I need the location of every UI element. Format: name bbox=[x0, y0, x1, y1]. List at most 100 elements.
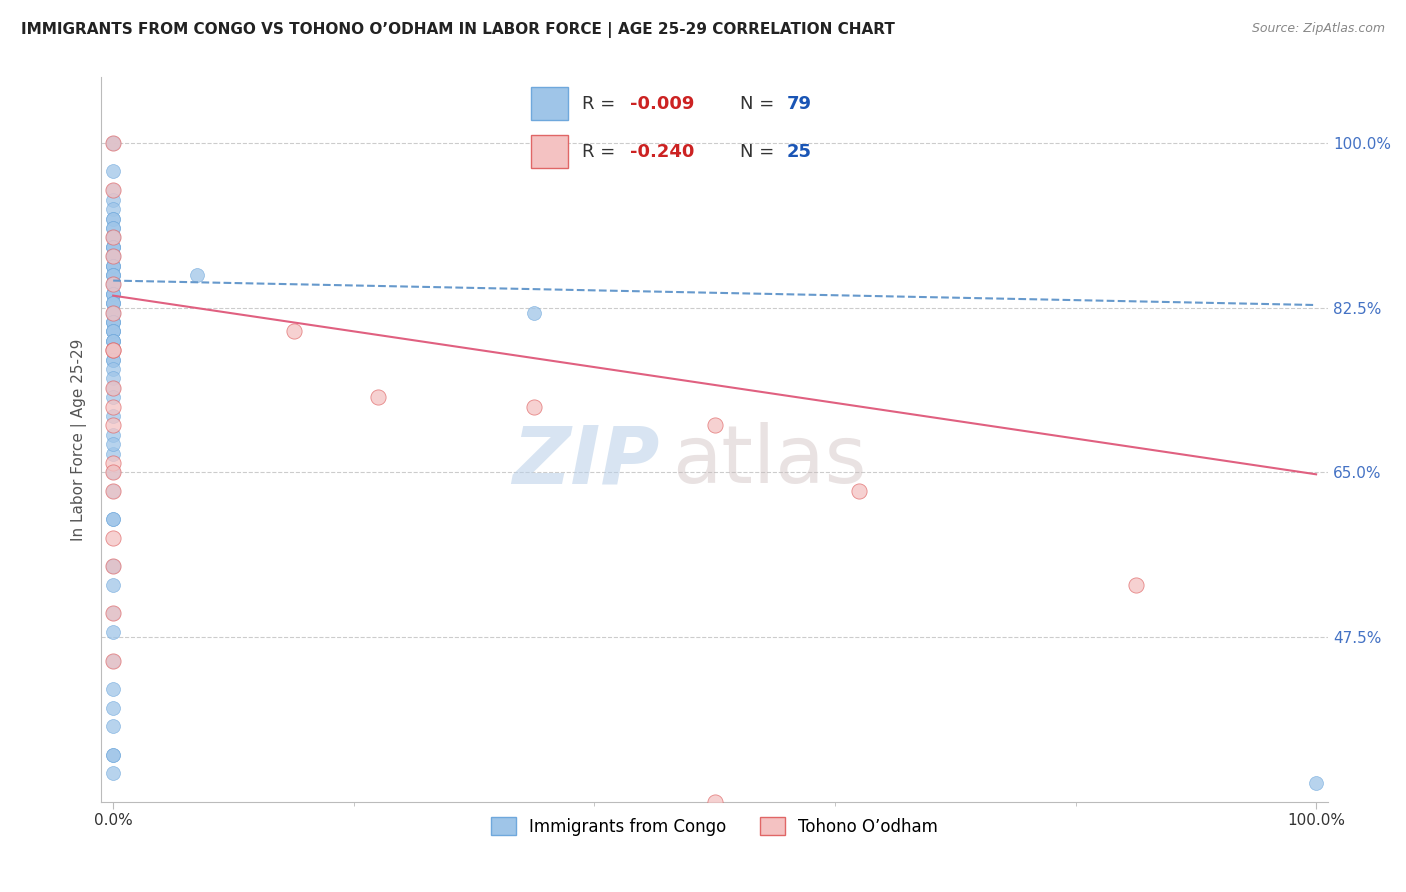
Point bbox=[101, 183, 124, 197]
Point bbox=[101, 466, 124, 480]
Point bbox=[101, 343, 124, 358]
Point bbox=[101, 249, 124, 263]
Point bbox=[101, 653, 124, 667]
Point bbox=[101, 136, 124, 151]
Point bbox=[101, 381, 124, 395]
Point bbox=[101, 286, 124, 301]
Point bbox=[523, 305, 546, 319]
Point bbox=[101, 390, 124, 404]
Point bbox=[1305, 776, 1327, 790]
Point bbox=[101, 607, 124, 621]
Point bbox=[101, 183, 124, 197]
Point bbox=[101, 164, 124, 178]
Point bbox=[101, 437, 124, 451]
Point bbox=[101, 343, 124, 358]
Point bbox=[101, 559, 124, 574]
Point bbox=[367, 390, 389, 404]
Point bbox=[101, 343, 124, 358]
Point bbox=[101, 240, 124, 254]
Text: ZIP: ZIP bbox=[512, 422, 659, 500]
Text: 79: 79 bbox=[787, 95, 813, 112]
Point bbox=[101, 381, 124, 395]
Text: Source: ZipAtlas.com: Source: ZipAtlas.com bbox=[1251, 22, 1385, 36]
Point bbox=[101, 334, 124, 348]
Point bbox=[101, 700, 124, 714]
Point bbox=[101, 230, 124, 244]
Point bbox=[703, 418, 725, 433]
Point bbox=[101, 230, 124, 244]
Y-axis label: In Labor Force | Age 25-29: In Labor Force | Age 25-29 bbox=[72, 338, 87, 541]
Point bbox=[101, 286, 124, 301]
Point bbox=[101, 240, 124, 254]
Point bbox=[101, 221, 124, 235]
Point bbox=[101, 653, 124, 667]
Point bbox=[101, 211, 124, 226]
Point bbox=[101, 324, 124, 338]
Point bbox=[101, 607, 124, 621]
Point bbox=[101, 305, 124, 319]
Bar bbox=[531, 87, 568, 120]
Point bbox=[101, 277, 124, 292]
Point bbox=[101, 447, 124, 461]
Point bbox=[101, 324, 124, 338]
Point bbox=[1125, 578, 1147, 592]
Point bbox=[101, 747, 124, 762]
Point bbox=[101, 136, 124, 151]
Text: R =: R = bbox=[582, 95, 621, 112]
Point bbox=[101, 418, 124, 433]
Point bbox=[101, 766, 124, 780]
Point bbox=[101, 277, 124, 292]
Point bbox=[101, 334, 124, 348]
Text: -0.240: -0.240 bbox=[630, 143, 695, 161]
Point bbox=[101, 484, 124, 499]
Point bbox=[101, 240, 124, 254]
Bar bbox=[531, 136, 568, 168]
Point bbox=[101, 268, 124, 282]
Point bbox=[101, 559, 124, 574]
Point bbox=[101, 211, 124, 226]
Point bbox=[186, 268, 208, 282]
Point bbox=[101, 315, 124, 329]
Point bbox=[101, 268, 124, 282]
Point bbox=[101, 136, 124, 151]
Text: N =: N = bbox=[740, 95, 779, 112]
Text: IMMIGRANTS FROM CONGO VS TOHONO O’ODHAM IN LABOR FORCE | AGE 25-29 CORRELATION C: IMMIGRANTS FROM CONGO VS TOHONO O’ODHAM … bbox=[21, 22, 896, 38]
Text: atlas: atlas bbox=[672, 422, 866, 500]
Point bbox=[101, 371, 124, 385]
Point bbox=[101, 296, 124, 310]
Legend: Immigrants from Congo, Tohono O’odham: Immigrants from Congo, Tohono O’odham bbox=[482, 809, 946, 844]
Point bbox=[101, 315, 124, 329]
Point bbox=[101, 259, 124, 273]
Point bbox=[101, 324, 124, 338]
Point bbox=[101, 305, 124, 319]
Point bbox=[101, 249, 124, 263]
Point bbox=[101, 277, 124, 292]
Point bbox=[101, 305, 124, 319]
Point bbox=[101, 352, 124, 367]
Point bbox=[101, 259, 124, 273]
Point bbox=[101, 221, 124, 235]
Point bbox=[101, 277, 124, 292]
Point bbox=[101, 230, 124, 244]
Point bbox=[101, 343, 124, 358]
Point bbox=[101, 277, 124, 292]
Point bbox=[101, 296, 124, 310]
Point bbox=[101, 578, 124, 592]
Point bbox=[283, 324, 305, 338]
Point bbox=[101, 334, 124, 348]
Point bbox=[523, 400, 546, 414]
Text: 25: 25 bbox=[787, 143, 813, 161]
Point bbox=[101, 400, 124, 414]
Point bbox=[101, 268, 124, 282]
Point bbox=[101, 286, 124, 301]
Point bbox=[101, 681, 124, 696]
Point bbox=[101, 230, 124, 244]
Point bbox=[101, 249, 124, 263]
Point bbox=[101, 512, 124, 526]
Point bbox=[101, 456, 124, 470]
Point bbox=[101, 249, 124, 263]
Point bbox=[101, 352, 124, 367]
Point bbox=[101, 193, 124, 207]
Point bbox=[101, 343, 124, 358]
Text: N =: N = bbox=[740, 143, 779, 161]
